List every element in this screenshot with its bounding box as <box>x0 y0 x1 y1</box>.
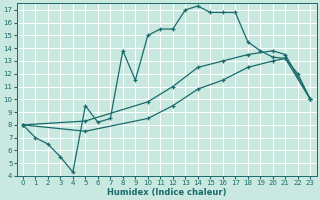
X-axis label: Humidex (Indice chaleur): Humidex (Indice chaleur) <box>107 188 226 197</box>
